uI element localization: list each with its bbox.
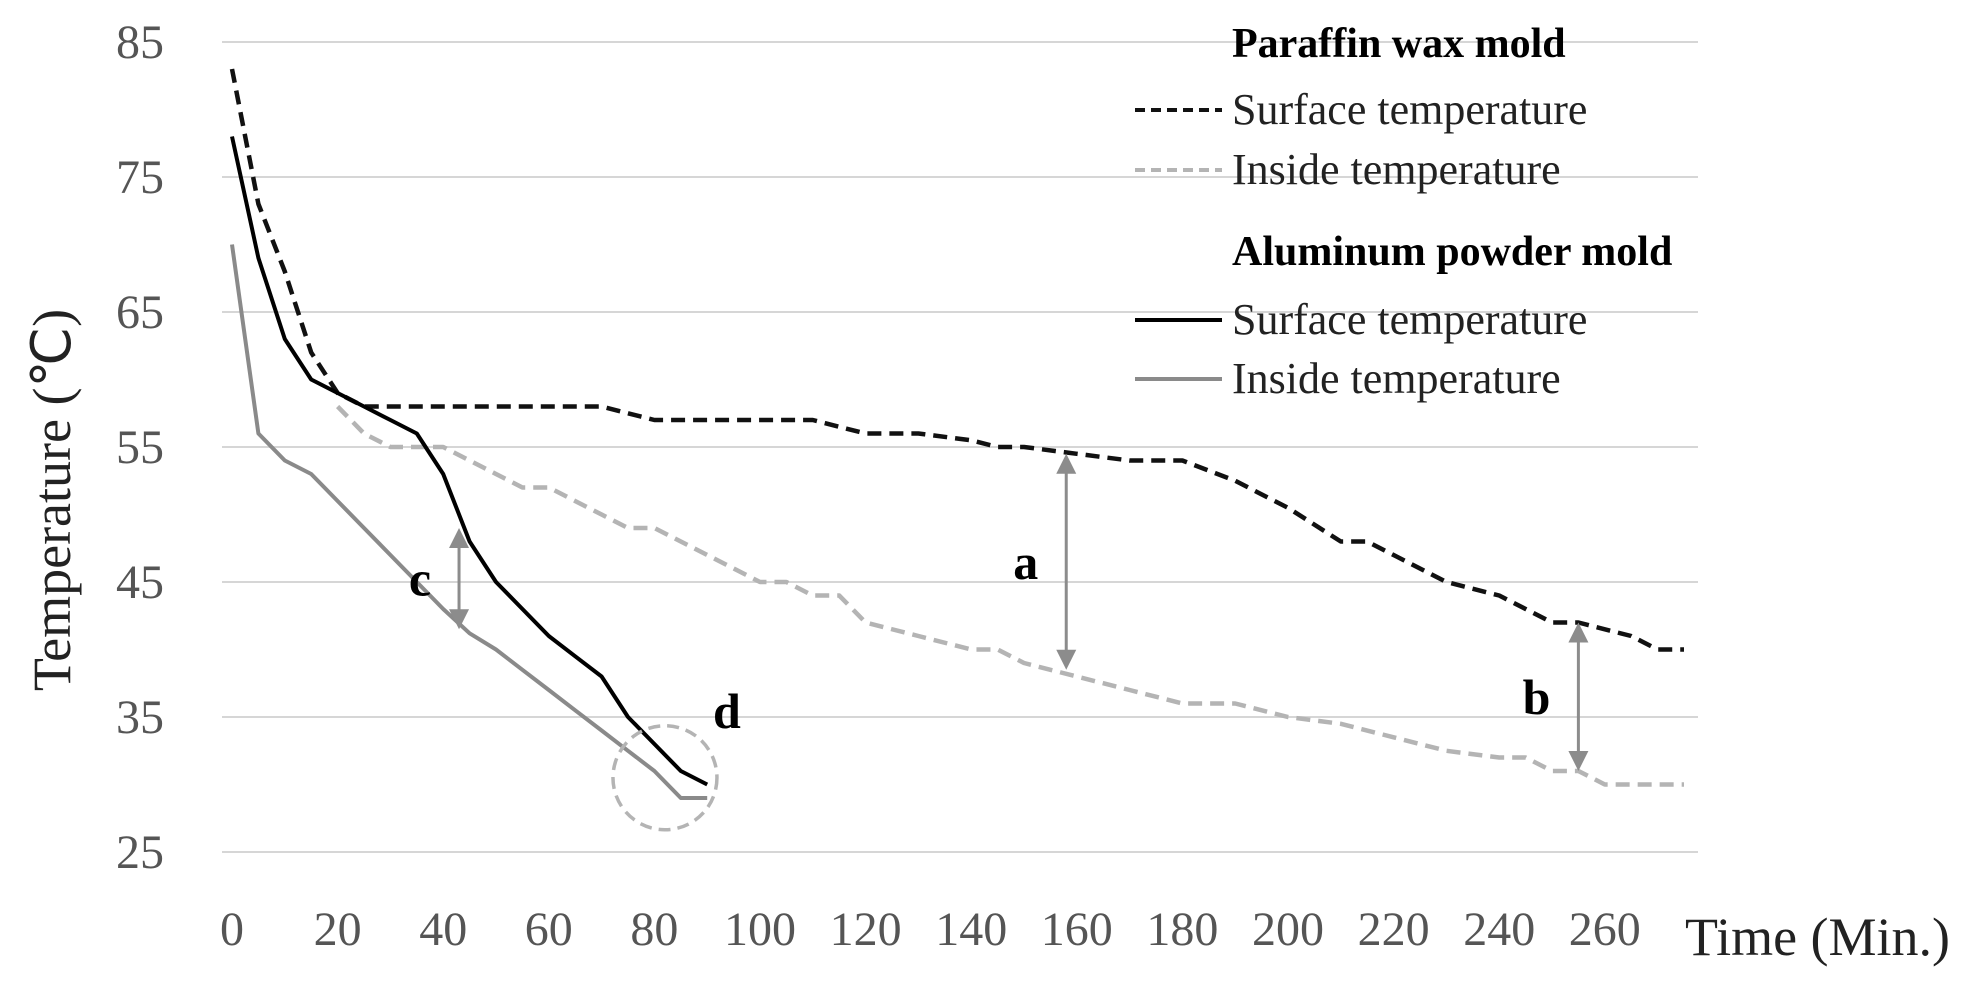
- annotation-label-a: a: [1013, 534, 1038, 590]
- series-line-1: [335, 404, 1684, 787]
- x-tick-label-260: 260: [1569, 903, 1641, 956]
- grid-lines: [222, 41, 1698, 853]
- legend-group-aluminum-title: Aluminum powder mold: [1232, 229, 1672, 275]
- annotation-arrowhead-top-b: [1568, 622, 1589, 643]
- y-tick-label-25: 25: [116, 826, 164, 879]
- x-tick-label-40: 40: [419, 903, 467, 956]
- annotation-arrowhead-bottom-b: [1568, 751, 1589, 771]
- annotation-circle-d: [611, 724, 719, 832]
- annotation-label-b: b: [1523, 669, 1551, 725]
- annotation-label-c: c: [409, 551, 431, 607]
- y-tick-label-75: 75: [116, 151, 164, 204]
- annotation-arrowhead-bottom-c: [449, 609, 470, 630]
- x-tick-label-160: 160: [1041, 903, 1113, 956]
- legend-label-paraffin-inside: Inside temperature: [1232, 145, 1561, 194]
- x-tick-label-140: 140: [935, 903, 1007, 956]
- x-tick-label-180: 180: [1146, 903, 1218, 956]
- y-tick-label-85: 85: [116, 16, 164, 69]
- series-line-0: [229, 68, 1684, 652]
- x-tick-label-220: 220: [1358, 903, 1430, 956]
- x-tick-label-0: 0: [220, 903, 244, 956]
- annotation-arrowhead-top-a: [1056, 453, 1077, 474]
- x-tick-label-20: 20: [314, 903, 362, 956]
- x-tick-label-80: 80: [630, 903, 678, 956]
- y-tick-label-45: 45: [116, 556, 164, 609]
- annotation-label-d: d: [713, 683, 741, 739]
- legend: Paraffin wax mold Surface temperature In…: [1135, 21, 1672, 403]
- series-lines: [229, 68, 1684, 800]
- legend-group-paraffin-title: Paraffin wax mold: [1232, 21, 1566, 67]
- y-axis-title: Temperature (℃): [22, 309, 82, 691]
- y-tick-labels: 25 35 45 55 65 75 85: [116, 16, 164, 879]
- legend-label-aluminum-inside: Inside temperature: [1232, 354, 1561, 403]
- y-tick-label-35: 35: [116, 691, 164, 744]
- legend-label-aluminum-surface: Surface temperature: [1232, 295, 1587, 344]
- x-tick-label-200: 200: [1252, 903, 1324, 956]
- x-tick-labels: 0 20 40 60 80 100 120 140 160 180 200 220 240 260: [220, 903, 1641, 956]
- y-tick-label-65: 65: [116, 286, 164, 339]
- annotation-arrowhead-top-c: [449, 528, 470, 548]
- series-line-2: [230, 136, 709, 787]
- series-line-3: [230, 244, 708, 800]
- legend-label-paraffin-surface: Surface temperature: [1232, 85, 1587, 134]
- x-tick-label-60: 60: [525, 903, 573, 956]
- x-tick-label-120: 120: [830, 903, 902, 956]
- y-tick-label-55: 55: [116, 421, 164, 474]
- annotation-arrowhead-bottom-a: [1056, 649, 1077, 670]
- x-axis-title: Time (Min.): [1685, 907, 1950, 967]
- x-tick-label-240: 240: [1463, 903, 1535, 956]
- annotations: a b c d: [409, 453, 1589, 832]
- x-tick-label-100: 100: [724, 903, 796, 956]
